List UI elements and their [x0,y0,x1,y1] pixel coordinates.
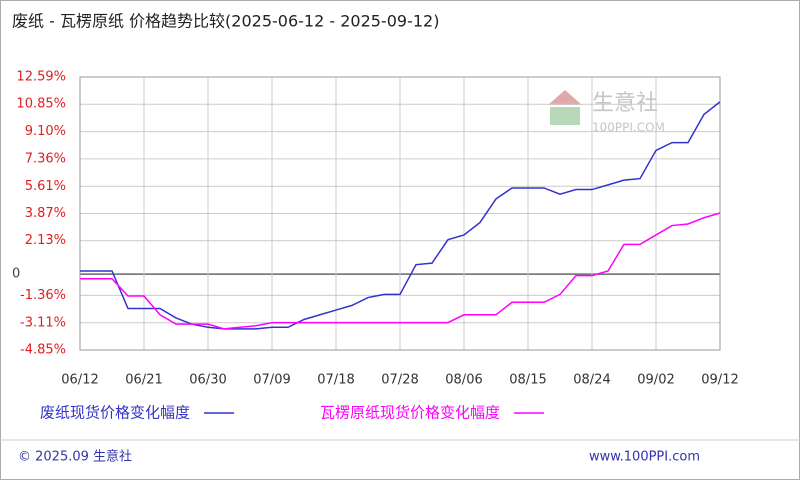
y-tick-label: 12.59% [16,70,66,85]
logo-body [550,107,580,125]
x-tick-label: 06/30 [189,373,226,388]
y-tick-label: 10.85% [16,97,66,112]
x-tick-label: 09/12 [701,373,738,388]
y-tick-label: 0 [12,267,20,282]
y-tick-label: -4.85% [20,343,66,358]
y-tick-label: 2.13% [25,233,66,248]
chart-title: 废纸 - 瓦楞原纸 价格趋势比较(2025-06-12 - 2025-09-12… [12,12,439,31]
legend-label: 废纸现货价格变化幅度 [40,404,190,422]
series-line [80,212,721,330]
y-tick-label: 5.61% [25,179,66,194]
footer-right: www.100PPI.com [589,450,700,465]
y-tick-label: -1.36% [20,288,66,303]
x-tick-label: 07/18 [317,373,354,388]
x-tick-label: 06/21 [125,373,162,388]
watermark-url: 100PPI.COM [592,121,665,135]
footer-left: © 2025.09 生意社 [18,449,132,465]
x-tick-label: 07/09 [253,373,290,388]
y-tick-label: 7.36% [25,151,66,166]
y-tick-label: -3.11% [20,315,66,330]
y-tick-label: 3.87% [25,206,66,221]
watermark: 生意社 [592,91,658,116]
logo-roof [548,90,582,105]
legend-label: 瓦楞原纸现货价格变化幅度 [320,404,500,422]
series-line [80,101,721,330]
x-tick-label: 08/06 [445,373,482,388]
x-tick-label: 08/24 [573,373,610,388]
x-tick-label: 06/12 [61,373,98,388]
y-tick-label: 9.10% [25,124,66,139]
x-tick-label: 08/15 [509,373,546,388]
x-tick-label: 07/28 [381,373,418,388]
x-tick-label: 09/02 [637,373,674,388]
